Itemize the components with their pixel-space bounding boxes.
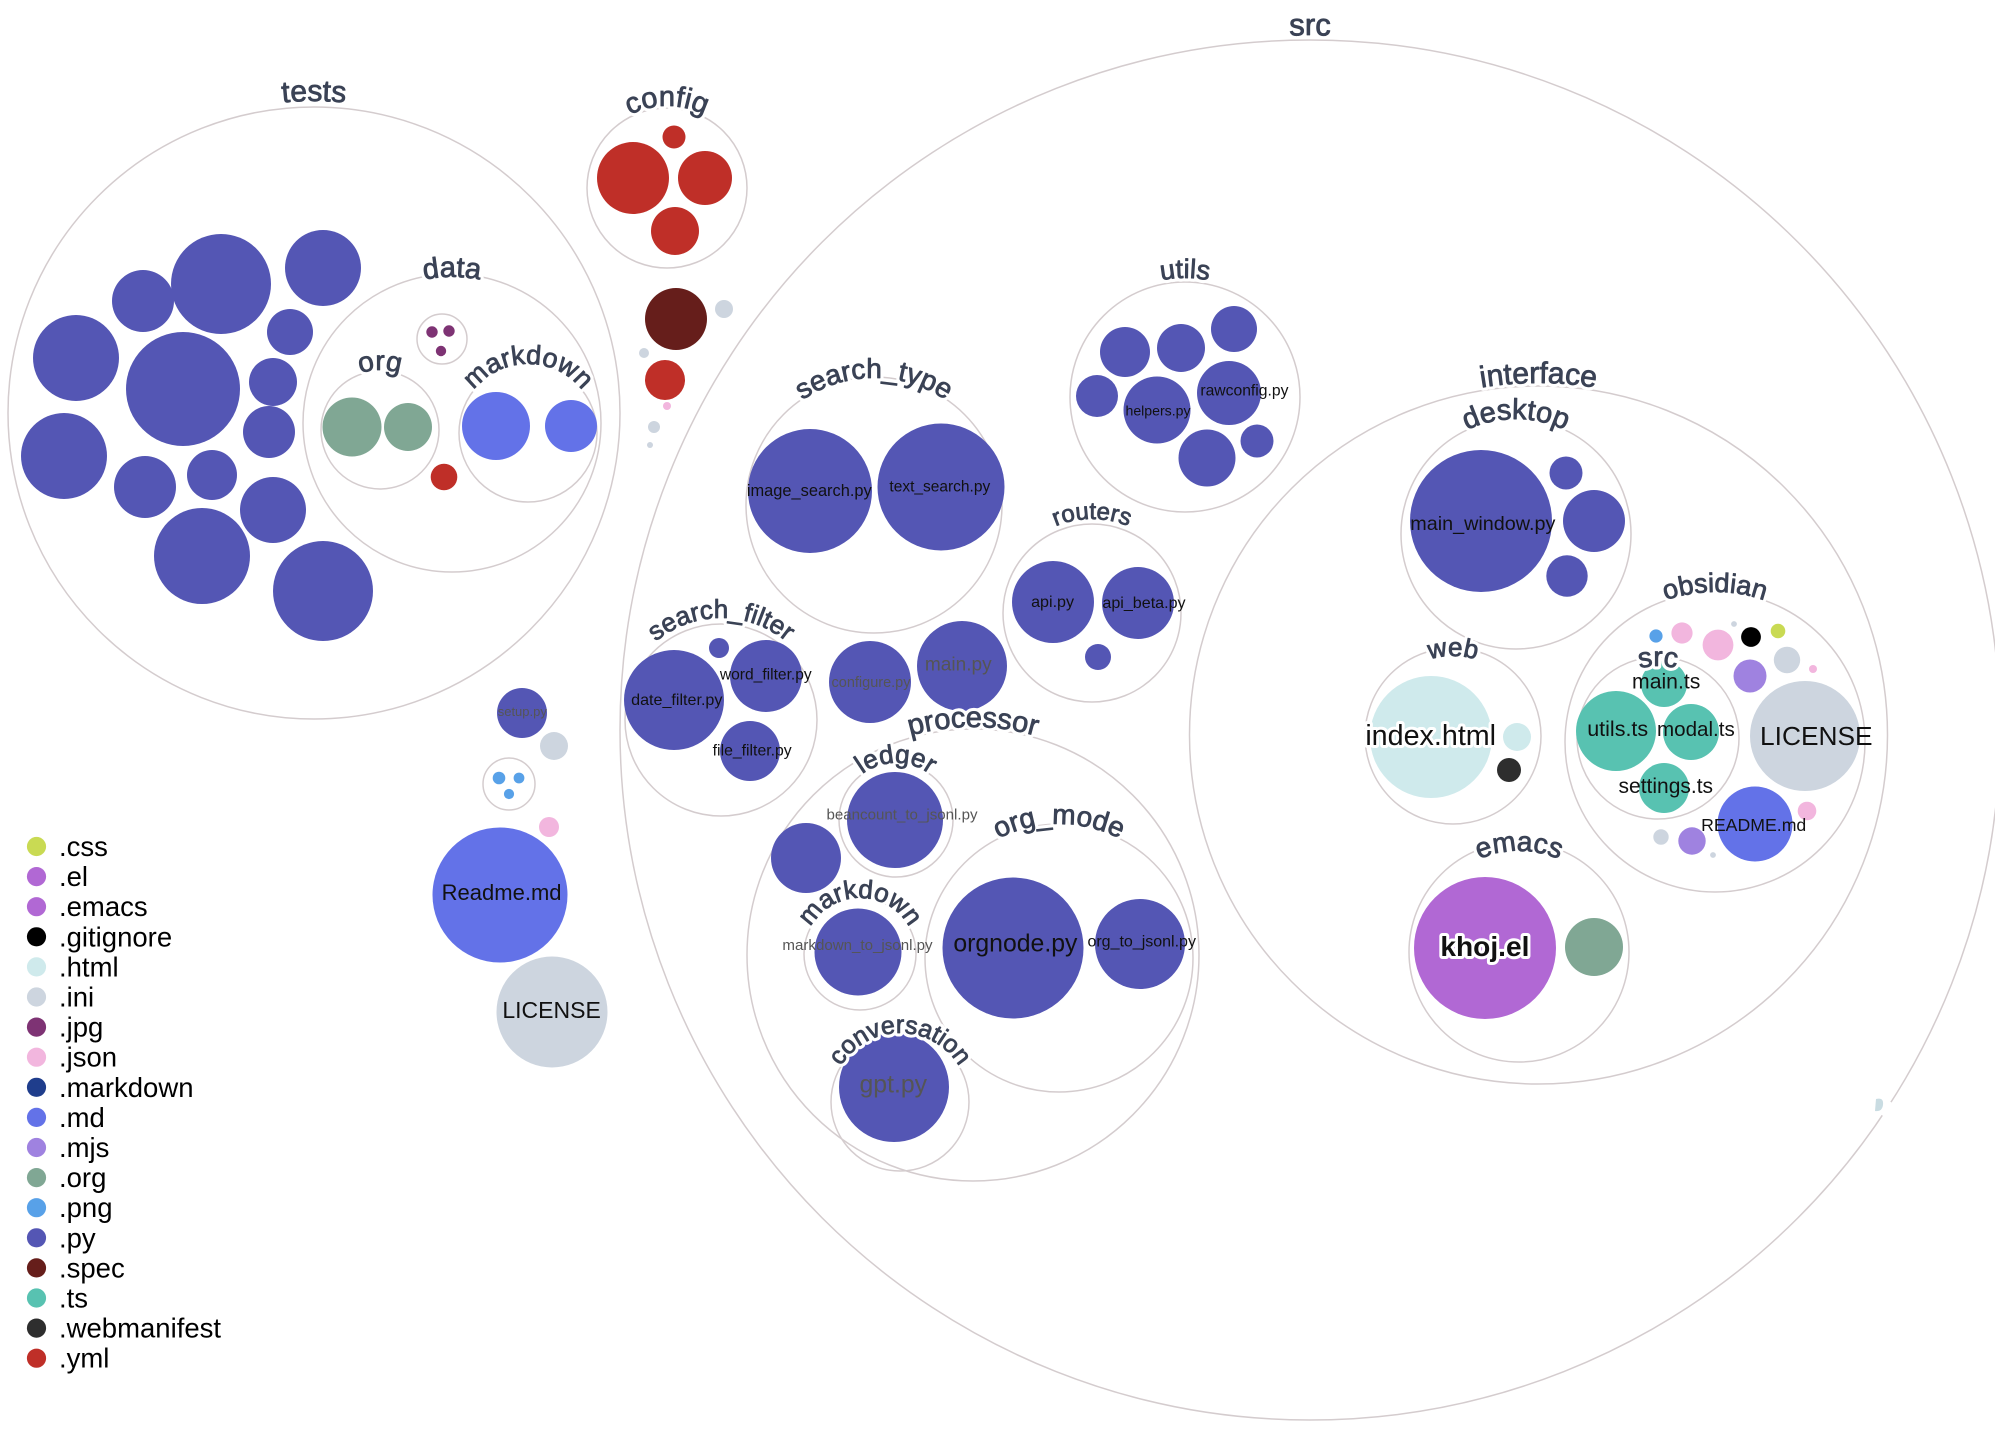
svg-text:.jpg: .jpg [59,1012,103,1043]
svg-text:src: src [1635,641,1680,674]
svg-text:api_beta.py: api_beta.py [1102,594,1186,612]
svg-text:.webmanifest: .webmanifest [59,1313,221,1344]
svg-text:src: src [1289,7,1331,42]
svg-text:.org: .org [59,1162,106,1193]
svg-text:.spec: .spec [59,1252,125,1283]
svg-text:web: web [1424,632,1481,665]
svg-text:org: org [355,345,405,379]
svg-text:.markdown: .markdown [59,1072,194,1103]
svg-text:processor: processor [904,702,1042,743]
svg-text:interface: interface [1477,357,1599,395]
svg-text:tests: tests [280,75,348,110]
svg-text:file_filter.py: file_filter.py [713,743,792,760]
svg-text:org: org [355,345,405,379]
svg-text:.py: .py [59,1222,96,1253]
svg-text:orgnode.py: orgnode.py [953,931,1078,958]
svg-text:org_to_jsonl.py: org_to_jsonl.py [1087,934,1196,951]
svg-text:desktop: desktop [1458,394,1575,436]
svg-text:configure.py: configure.py [832,675,912,691]
svg-text:word_filter.py: word_filter.py [719,667,812,684]
svg-text:LICENSE: LICENSE [502,997,600,1023]
svg-text:markdown_to_jsonl.py: markdown_to_jsonl.py [782,937,933,954]
svg-text:khoj.el: khoj.el [1440,931,1529,962]
svg-text:.ini: .ini [59,982,94,1013]
svg-text:gpt.py: gpt.py [860,1072,928,1099]
svg-text:image_search.py: image_search.py [747,482,873,500]
svg-text:.png: .png [59,1192,113,1223]
svg-text:beancount_to_jsonl.py: beancount_to_jsonl.py [826,807,978,824]
svg-text:org_mode: org_mode [988,799,1130,844]
svg-text:.gitignore: .gitignore [59,921,172,952]
svg-text:LICENSE: LICENSE [1760,721,1873,751]
svg-text:index.html: index.html [1365,720,1496,752]
svg-text:src: src [1635,641,1680,674]
svg-text:Readme.md: Readme.md [442,880,562,905]
svg-text:text_search.py: text_search.py [889,479,990,496]
svg-text:rawconfig.py: rawconfig.py [1200,383,1288,400]
svg-text:.json: .json [59,1042,117,1073]
svg-text:data: data [421,252,485,287]
svg-text:date_filter.py: date_filter.py [631,691,723,709]
svg-text:main_window.py: main_window.py [1410,513,1555,535]
svg-text:emacs: emacs [1471,826,1568,865]
svg-text:src: src [1289,7,1331,42]
svg-text:interface: interface [1477,357,1599,395]
svg-text:settings.ts: settings.ts [1619,775,1714,798]
svg-text:.emacs: .emacs [59,891,148,922]
svg-text:.mjs: .mjs [59,1132,109,1163]
svg-text:api.py: api.py [1031,593,1075,611]
svg-text:routers: routers [1048,498,1135,532]
svg-text:.md: .md [59,1102,105,1133]
svg-text:web: web [1424,632,1481,665]
svg-text:processor: processor [904,702,1042,743]
svg-text:modal.ts: modal.ts [1657,718,1735,741]
svg-text:data: data [421,252,485,287]
svg-text:config: config [620,81,713,121]
svg-text:markdown: markdown [457,340,600,395]
svg-text:utils: utils [1158,254,1212,286]
svg-text:.html: .html [59,951,119,982]
svg-text:search_type: search_type [789,353,959,405]
svg-text:obsidian: obsidian [1659,568,1771,606]
svg-text:setup.py: setup.py [498,704,548,719]
svg-text:utils: utils [1158,254,1212,286]
svg-text:.ts: .ts [59,1283,88,1314]
svg-text:README.md: README.md [1701,815,1806,835]
svg-text:helpers.py: helpers.py [1125,403,1191,419]
svg-text:.el: .el [59,861,88,892]
svg-text:.css: .css [59,831,108,862]
svg-text:utils.ts: utils.ts [1587,717,1648,741]
svg-text:main.ts: main.ts [1632,671,1700,694]
svg-text:tests: tests [280,75,348,110]
svg-text:main.py: main.py [925,655,992,676]
svg-text:.yml: .yml [59,1343,109,1374]
